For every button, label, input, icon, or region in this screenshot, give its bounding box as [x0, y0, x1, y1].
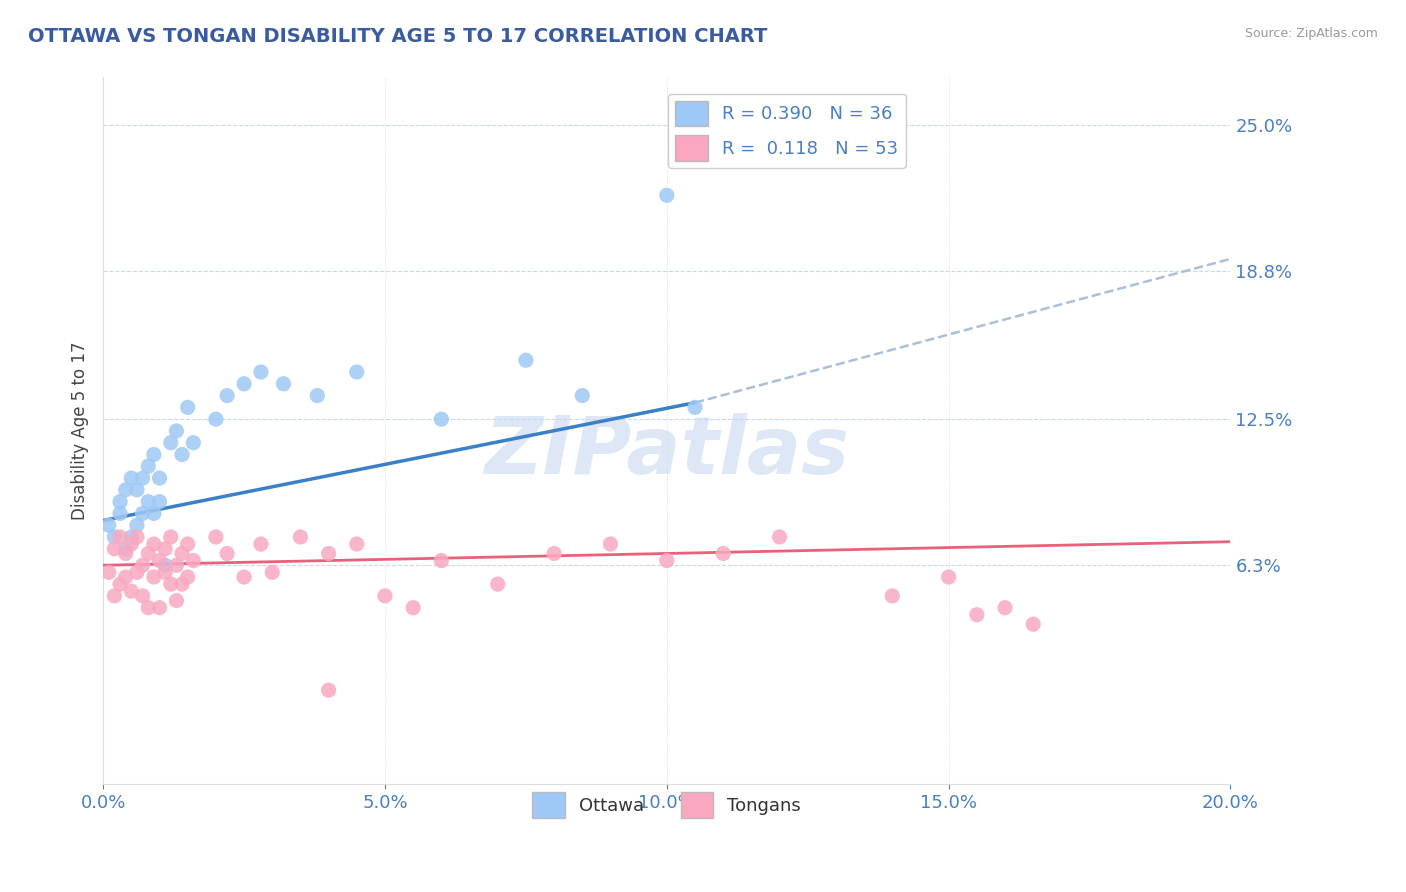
Point	[136, 459, 159, 474]
Point	[683, 401, 706, 415]
Text: OTTAWA VS TONGAN DISABILITY AGE 5 TO 17 CORRELATION CHART: OTTAWA VS TONGAN DISABILITY AGE 5 TO 17 …	[28, 27, 768, 45]
Point	[233, 570, 256, 584]
Point	[882, 589, 904, 603]
Point	[97, 518, 120, 533]
Point	[136, 494, 159, 508]
Point	[571, 388, 593, 402]
Point	[103, 530, 125, 544]
Point	[262, 566, 284, 580]
Point	[125, 483, 148, 497]
Point	[938, 570, 960, 584]
Point	[181, 435, 204, 450]
Point	[176, 537, 198, 551]
Point	[108, 507, 131, 521]
Point	[120, 537, 142, 551]
Point	[486, 577, 509, 591]
Point	[994, 600, 1017, 615]
Point	[103, 589, 125, 603]
Point	[233, 376, 256, 391]
Point	[153, 566, 176, 580]
Point	[217, 546, 239, 560]
Point	[290, 530, 312, 544]
Point	[97, 566, 120, 580]
Point	[148, 553, 170, 567]
Point	[170, 577, 193, 591]
Point	[217, 388, 239, 402]
Point	[159, 530, 181, 544]
Point	[142, 570, 165, 584]
Legend: Ottawa, Tongans: Ottawa, Tongans	[524, 785, 808, 825]
Point	[131, 558, 153, 573]
Point	[768, 530, 790, 544]
Point	[103, 541, 125, 556]
Point	[205, 412, 228, 426]
Point	[136, 546, 159, 560]
Point	[131, 507, 153, 521]
Point	[125, 530, 148, 544]
Point	[148, 471, 170, 485]
Point	[250, 365, 273, 379]
Point	[153, 541, 176, 556]
Point	[120, 530, 142, 544]
Point	[430, 412, 453, 426]
Point	[142, 448, 165, 462]
Point	[153, 558, 176, 573]
Point	[318, 683, 340, 698]
Point	[176, 401, 198, 415]
Point	[148, 600, 170, 615]
Point	[318, 546, 340, 560]
Point	[346, 537, 368, 551]
Point	[170, 546, 193, 560]
Point	[205, 530, 228, 544]
Point	[346, 365, 368, 379]
Text: Source: ZipAtlas.com: Source: ZipAtlas.com	[1244, 27, 1378, 40]
Point	[655, 553, 678, 567]
Point	[165, 558, 187, 573]
Point	[120, 471, 142, 485]
Point	[131, 471, 153, 485]
Point	[108, 494, 131, 508]
Point	[114, 541, 136, 556]
Point	[1022, 617, 1045, 632]
Point	[142, 537, 165, 551]
Point	[273, 376, 295, 391]
Point	[125, 518, 148, 533]
Point	[120, 584, 142, 599]
Point	[108, 530, 131, 544]
Point	[515, 353, 537, 368]
Point	[142, 507, 165, 521]
Point	[148, 494, 170, 508]
Point	[131, 589, 153, 603]
Point	[711, 546, 734, 560]
Point	[125, 566, 148, 580]
Text: ZIPatlas: ZIPatlas	[484, 413, 849, 491]
Point	[114, 570, 136, 584]
Y-axis label: Disability Age 5 to 17: Disability Age 5 to 17	[72, 342, 89, 520]
Point	[159, 577, 181, 591]
Point	[250, 537, 273, 551]
Point	[165, 424, 187, 438]
Point	[136, 600, 159, 615]
Point	[108, 577, 131, 591]
Point	[170, 448, 193, 462]
Point	[599, 537, 621, 551]
Point	[181, 553, 204, 567]
Point	[966, 607, 988, 622]
Point	[402, 600, 425, 615]
Point	[655, 188, 678, 202]
Point	[374, 589, 396, 603]
Point	[430, 553, 453, 567]
Point	[114, 483, 136, 497]
Point	[307, 388, 329, 402]
Point	[165, 593, 187, 607]
Point	[176, 570, 198, 584]
Point	[159, 435, 181, 450]
Point	[114, 546, 136, 560]
Point	[543, 546, 565, 560]
